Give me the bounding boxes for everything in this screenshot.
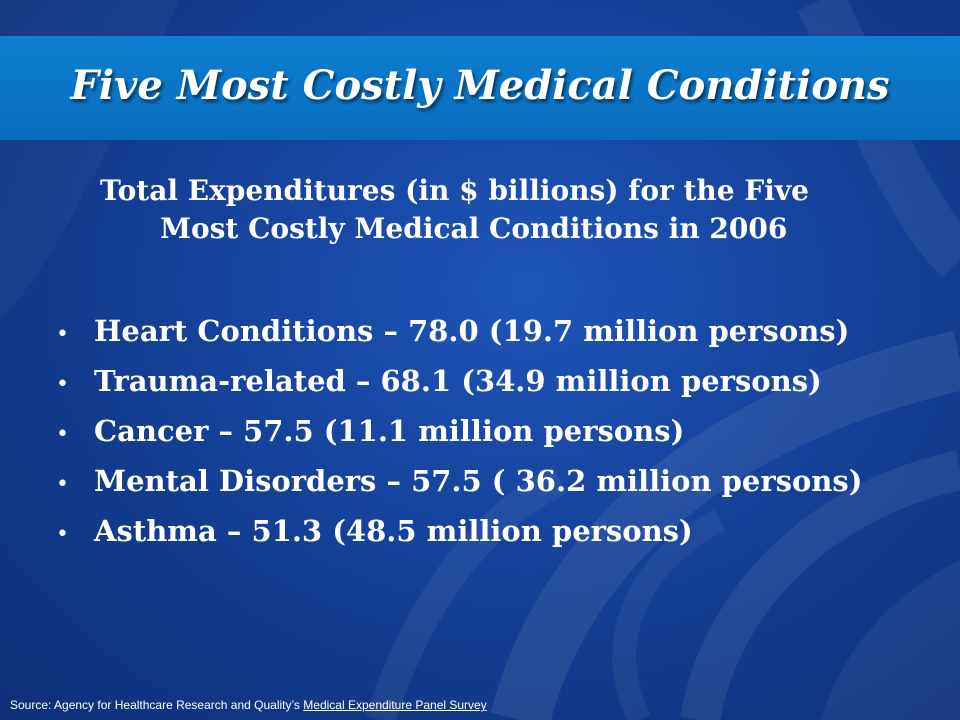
bullet-text: Trauma-related – 68.1 (34.9 million pers… [94, 364, 822, 398]
title-band [0, 36, 960, 140]
source-prefix: Source: Agency for Healthcare Research a… [10, 698, 304, 712]
bullet-text: Cancer – 57.5 (11.1 million persons) [94, 414, 685, 448]
bullet-icon: • [56, 422, 69, 447]
bullet-list: • Heart Conditions – 78.0 (19.7 million p… [56, 306, 936, 556]
bullet-icon: • [56, 522, 69, 547]
list-item: • Asthma – 51.3 (48.5 million persons) [56, 506, 936, 556]
subtitle-line-2: Most Costly Medical Conditions in 2006 [160, 212, 788, 245]
list-item: • Heart Conditions – 78.0 (19.7 million p… [56, 306, 936, 356]
bullet-text: Asthma – 51.3 (48.5 million persons) [94, 514, 693, 548]
meps-link[interactable]: Medical Expenditure Panel Survey [303, 698, 487, 712]
bullet-text: Mental Disorders – 57.5 ( 36.2 million p… [94, 464, 863, 498]
subtitle: Total Expenditures (in $ billions) for t… [100, 172, 920, 248]
subtitle-line-1: Total Expenditures (in $ billions) for t… [100, 174, 809, 207]
bullet-icon: • [56, 322, 69, 347]
bullet-text: Heart Conditions – 78.0 (19.7 million pe… [94, 314, 850, 348]
list-item: • Cancer – 57.5 (11.1 million persons) [56, 406, 936, 456]
list-item: • Mental Disorders – 57.5 ( 36.2 million … [56, 456, 936, 506]
bullet-icon: • [56, 372, 69, 397]
bullet-icon: • [56, 472, 69, 497]
list-item: • Trauma-related – 68.1 (34.9 million per… [56, 356, 936, 406]
slide-title: Five Most Costly Medical Conditions [70, 62, 890, 109]
source-note: Source: Agency for Healthcare Research a… [10, 696, 950, 714]
